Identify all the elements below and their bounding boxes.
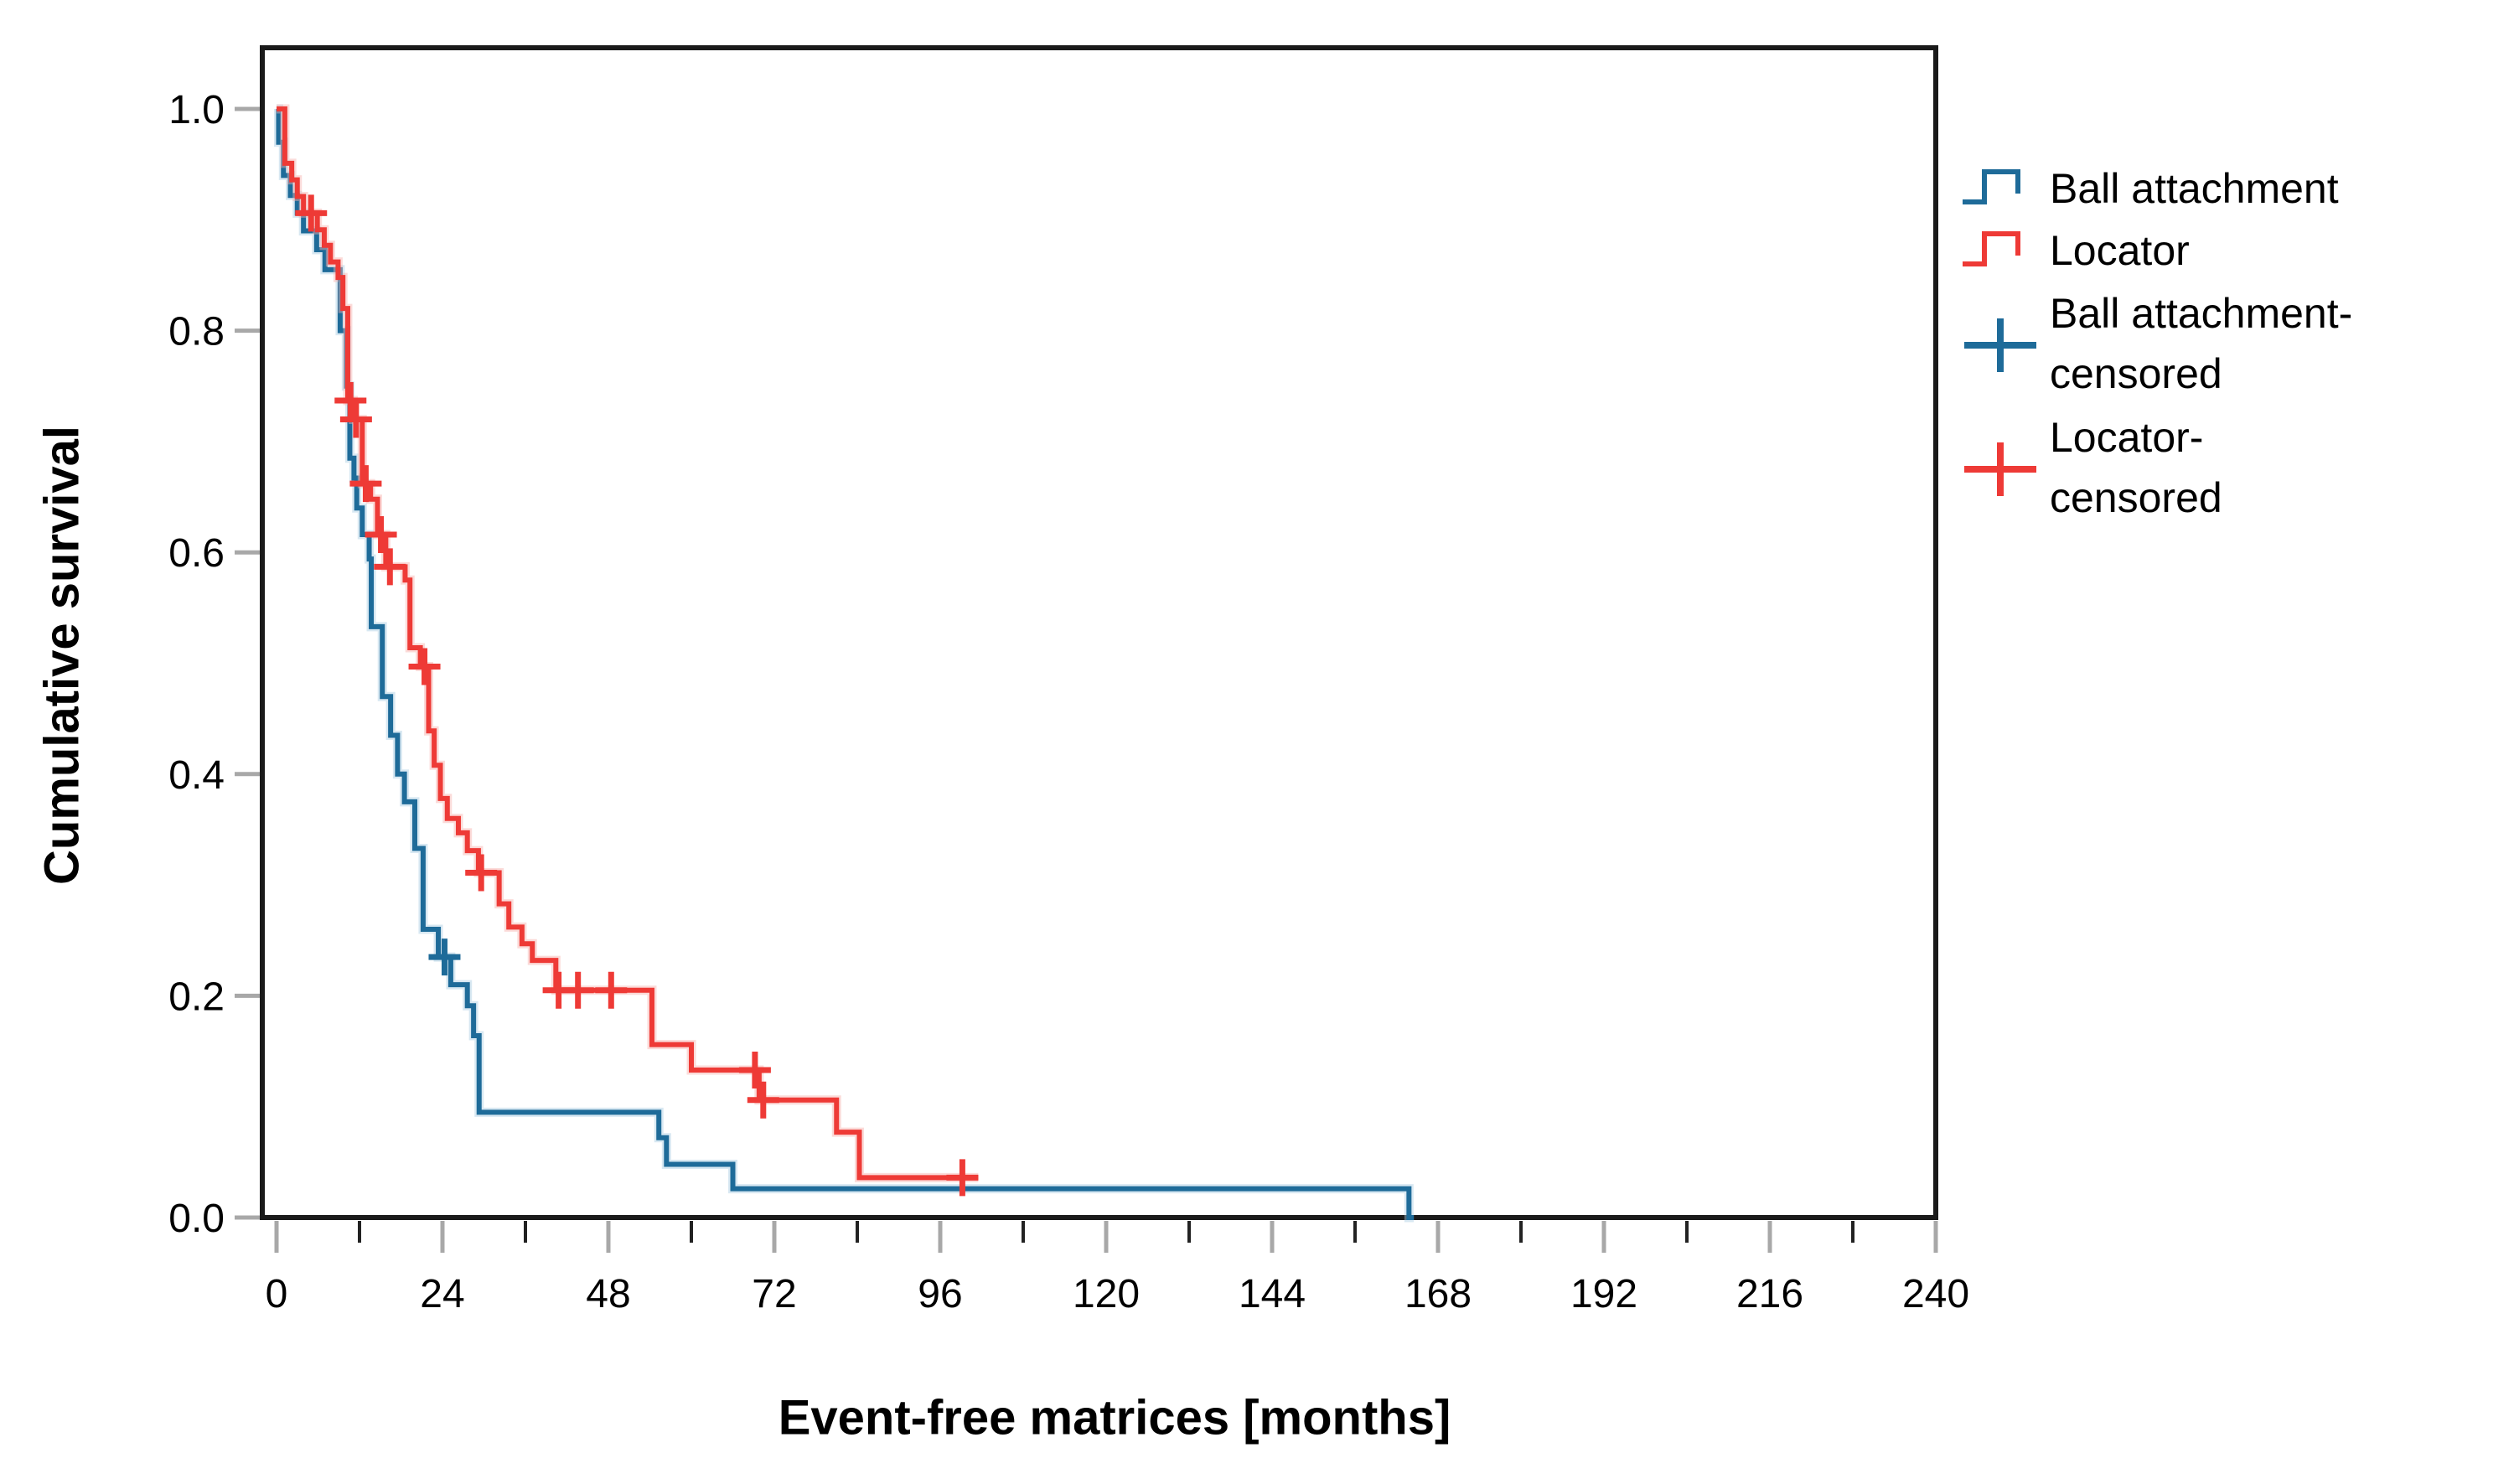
legend: Ball attachment Locator Ball attachme [1959, 158, 2512, 530]
x-axis-tick-label: 144 [1239, 1272, 1306, 1316]
survival-curve-0 [276, 106, 1415, 1220]
y-axis-title: Cumulative survival [34, 426, 90, 885]
y-axis-tick-label: 0.4 [168, 753, 225, 798]
x-axis-tick-label: 240 [1902, 1272, 1969, 1316]
y-axis-tick-label: 0.6 [168, 531, 225, 576]
legend-label: Ball attachment- censored [2050, 290, 2353, 397]
y-axis-tick-label: 1.0 [168, 88, 225, 132]
x-axis-tick-label: 168 [1404, 1272, 1472, 1316]
legend-item-ball-attachment-censored: Ball attachment- censored [1959, 282, 2512, 406]
x-axis-tick-label: 24 [420, 1272, 464, 1316]
legend-item-locator-censored: Locator- censored [1959, 406, 2512, 530]
legend-item-locator: Locator [1959, 220, 2512, 282]
x-axis-tick-label: 0 [266, 1272, 288, 1316]
x-axis-tick-label: 72 [752, 1272, 796, 1316]
x-axis-tick-label: 120 [1073, 1272, 1140, 1316]
legend-label: Locator [2050, 227, 2190, 274]
survival-curve-1 [277, 106, 979, 1181]
y-axis-tick-label: 0.8 [168, 310, 225, 354]
x-axis-title: Event-free matrices [months] [778, 1390, 1451, 1445]
x-axis-tick-label: 216 [1736, 1272, 1803, 1316]
x-axis-tick-label: 192 [1570, 1272, 1637, 1316]
plus-symbol-icon [1959, 437, 2050, 498]
plus-symbol-icon [1959, 313, 2050, 374]
x-axis-tick-label: 96 [918, 1272, 962, 1316]
legend-label: Locator- censored [2050, 414, 2222, 521]
y-axis-tick-label: 0.0 [168, 1197, 225, 1241]
legend-label: Ball attachment [2050, 165, 2339, 212]
step-line-symbol-icon [1959, 220, 2050, 281]
legend-item-ball-attachment: Ball attachment [1959, 158, 2512, 220]
survival-curve-halo-0 [273, 104, 1415, 1223]
plot-frame [260, 45, 1938, 1220]
y-axis-tick-label: 0.2 [168, 975, 225, 1019]
step-line-symbol-icon [1959, 158, 2050, 219]
x-axis-tick-label: 48 [586, 1272, 630, 1316]
